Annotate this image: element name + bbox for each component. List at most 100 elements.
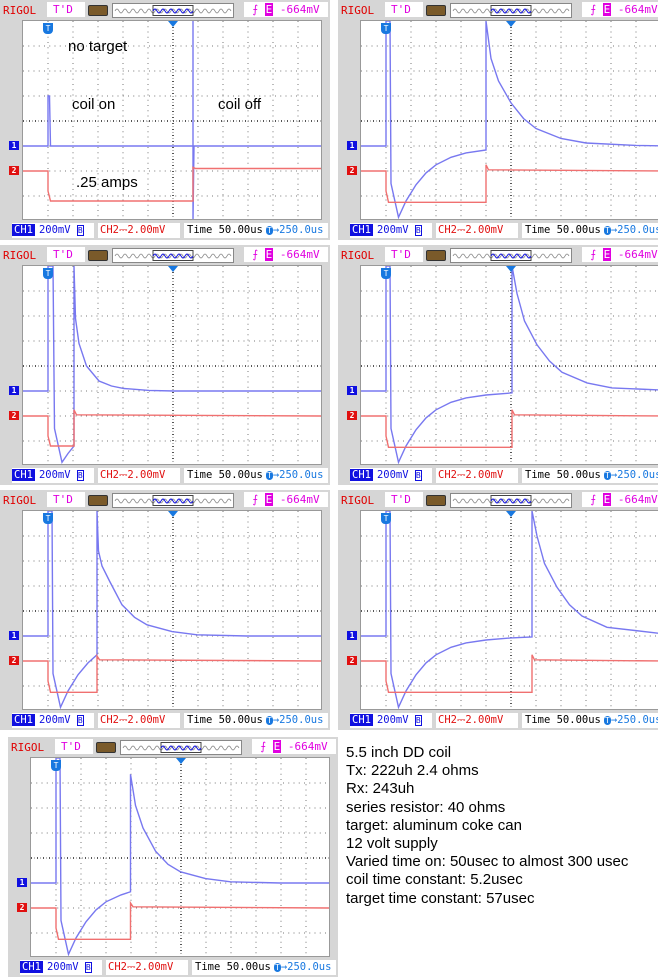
trigger-status: T'D <box>385 2 423 17</box>
scope-screen: RIGOL T'D ⨍ E -664mV 1 2 T CH1 200mV B CH… <box>0 245 330 485</box>
trigger-level: -664mV <box>617 3 658 16</box>
scope-screen: RIGOL T'D ⨍ E -664mV 1 2 T CH1 200mV B CH… <box>0 0 330 240</box>
ch2-scale: CH2⎓2.00mV <box>98 223 180 238</box>
ch1-ground-marker: 1 <box>9 386 19 395</box>
ch2-volts-div: 2.00mV <box>127 224 166 236</box>
ch1-trace <box>361 266 658 464</box>
ch2-ground-marker: 2 <box>347 166 357 175</box>
ch1-label: CH1 <box>20 961 43 973</box>
ch2-label: CH2 <box>100 224 119 236</box>
scope-header: RIGOL T'D ⨍ E -664mV <box>0 2 330 18</box>
memory-depth-icon <box>426 495 446 506</box>
scope-graticule: T <box>22 20 322 220</box>
ch2-volts-div: 2.00mV <box>127 469 166 481</box>
trigger-level: -664mV <box>617 248 658 261</box>
ch2-ground-marker: 2 <box>347 656 357 665</box>
waveform-plot <box>361 266 658 464</box>
brand-logo: RIGOL <box>11 741 45 754</box>
bandwidth-limit-badge: B <box>76 715 84 726</box>
ch2-volts-div: 2.00mV <box>465 224 504 236</box>
trigger-offset-value: 250.0us <box>617 714 658 726</box>
scope-status-bar: CH1 200mV B CH2⎓2.00mV Time 50.00us T→250… <box>338 223 658 238</box>
brand-logo: RIGOL <box>341 4 375 17</box>
rising-edge-icon: ⨍ <box>252 493 259 506</box>
ch1-label: CH1 <box>350 714 373 726</box>
annotation-label: coil on <box>72 96 116 113</box>
rising-edge-icon: ⨍ <box>252 248 259 261</box>
coil-notes: 5.5 inch DD coil Tx: 222uh 2.4 ohms Rx: 24… <box>346 744 628 908</box>
note-line: series resistor: 40 ohms <box>346 798 506 816</box>
ch1-label: CH1 <box>12 469 35 481</box>
waveform-memory-bar <box>450 493 572 508</box>
note-line: 12 volt supply <box>346 835 438 853</box>
ch1-ground-marker: 1 <box>17 878 27 887</box>
channel-e-icon: E <box>264 493 274 506</box>
trigger-offset: T→250.0us <box>602 223 658 238</box>
bandwidth-limit-badge: B <box>84 962 92 973</box>
trigger-level: -664mV <box>279 248 320 261</box>
trigger-offset-icon: T <box>604 226 611 235</box>
bandwidth-limit-badge: B <box>414 225 422 236</box>
scope-screen: RIGOL T'D ⨍ E -664mV 1 2 T CH1 200mV B CH… <box>8 737 338 977</box>
scope-screen: RIGOL T'D ⨍ E -664mV 1 2 T CH1 200mV B CH… <box>338 490 658 730</box>
waveform-memory-bar <box>112 493 234 508</box>
ch2-scale: CH2⎓2.00mV <box>436 223 518 238</box>
trigger-offset-icon: T <box>266 226 273 235</box>
waveform-plot <box>23 511 321 709</box>
memory-depth-icon <box>426 250 446 261</box>
channel-e-icon: E <box>272 740 282 753</box>
ch1-trace <box>23 266 321 464</box>
bandwidth-limit-badge: B <box>76 225 84 236</box>
ch2-volts-div: 2.00mV <box>465 469 504 481</box>
annotation-label: coil off <box>218 96 262 113</box>
scope-status-bar: CH1 200mV B CH2⎓2.00mV Time 50.00us T→250… <box>8 960 338 975</box>
ch2-trace <box>361 164 658 204</box>
annotation-label: .25 amps <box>76 174 138 191</box>
dc-coupling-icon: ⎓ <box>118 469 128 481</box>
ch1-trace <box>361 21 658 219</box>
rising-edge-icon: ⨍ <box>252 3 259 16</box>
timebase: Time 50.00us <box>522 223 603 238</box>
trigger-level: -664mV <box>617 493 658 506</box>
timebase: Time 50.00us <box>192 960 273 975</box>
trigger-offset: T→250.0us <box>602 468 658 483</box>
channel-e-icon: E <box>602 248 612 261</box>
ch2-volts-div: 2.00mV <box>465 714 504 726</box>
dc-coupling-icon: ⎓ <box>118 224 128 236</box>
trigger-settings: ⨍ E -664mV <box>252 739 336 754</box>
trigger-offset-icon: T <box>274 963 281 972</box>
bandwidth-limit-badge: B <box>414 470 422 481</box>
ch2-trace <box>23 653 321 694</box>
ch1-ground-marker: 1 <box>9 631 19 640</box>
ch2-scale: CH2⎓2.00mV <box>106 960 188 975</box>
trigger-offset-marker <box>168 511 178 517</box>
memory-depth-icon <box>426 5 446 16</box>
ch1-scale: CH1 200mV B <box>12 468 94 483</box>
scope-status-bar: CH1 200mV B CH2⎓2.00mV Time 50.00us T→250… <box>338 468 658 483</box>
trigger-settings: ⨍ E -664mV <box>244 247 328 262</box>
brand-logo: RIGOL <box>3 249 37 262</box>
scope-header: RIGOL T'D ⨍ E -664mV <box>8 739 338 755</box>
bandwidth-limit-badge: B <box>76 470 84 481</box>
ch2-scale: CH2⎓2.00mV <box>98 468 180 483</box>
scope-graticule: T <box>22 265 322 465</box>
trigger-offset-value: 250.0us <box>279 224 324 236</box>
waveform-memory-bar <box>450 248 572 263</box>
dc-coupling-icon: ⎓ <box>456 469 466 481</box>
ch2-trace <box>361 409 658 449</box>
waveform-memory-bar <box>112 248 234 263</box>
note-line: target time constant: 57usec <box>346 889 535 907</box>
ch1-ground-marker: 1 <box>347 631 357 640</box>
trigger-position-marker: T <box>381 513 391 524</box>
trigger-position-marker: T <box>51 760 61 771</box>
note-line: coil time constant: 5.2usec <box>346 871 523 889</box>
trigger-offset-marker <box>176 758 186 764</box>
ch2-trace <box>31 900 329 941</box>
ch2-ground-marker: 2 <box>9 411 19 420</box>
ch2-label: CH2 <box>438 469 457 481</box>
brand-logo: RIGOL <box>341 249 375 262</box>
ch2-trace <box>361 654 658 694</box>
scope-status-bar: CH1 200mV B CH2⎓2.00mV Time 50.00us T→250… <box>0 468 330 483</box>
trigger-level: -664mV <box>279 3 320 16</box>
memory-depth-icon <box>88 495 108 506</box>
